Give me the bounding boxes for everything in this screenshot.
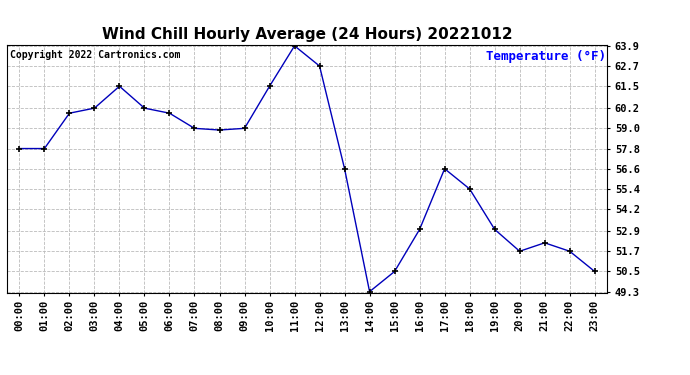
Title: Wind Chill Hourly Average (24 Hours) 20221012: Wind Chill Hourly Average (24 Hours) 202… (101, 27, 513, 42)
Text: Temperature (°F): Temperature (°F) (486, 50, 606, 63)
Text: Copyright 2022 Cartronics.com: Copyright 2022 Cartronics.com (10, 50, 180, 60)
